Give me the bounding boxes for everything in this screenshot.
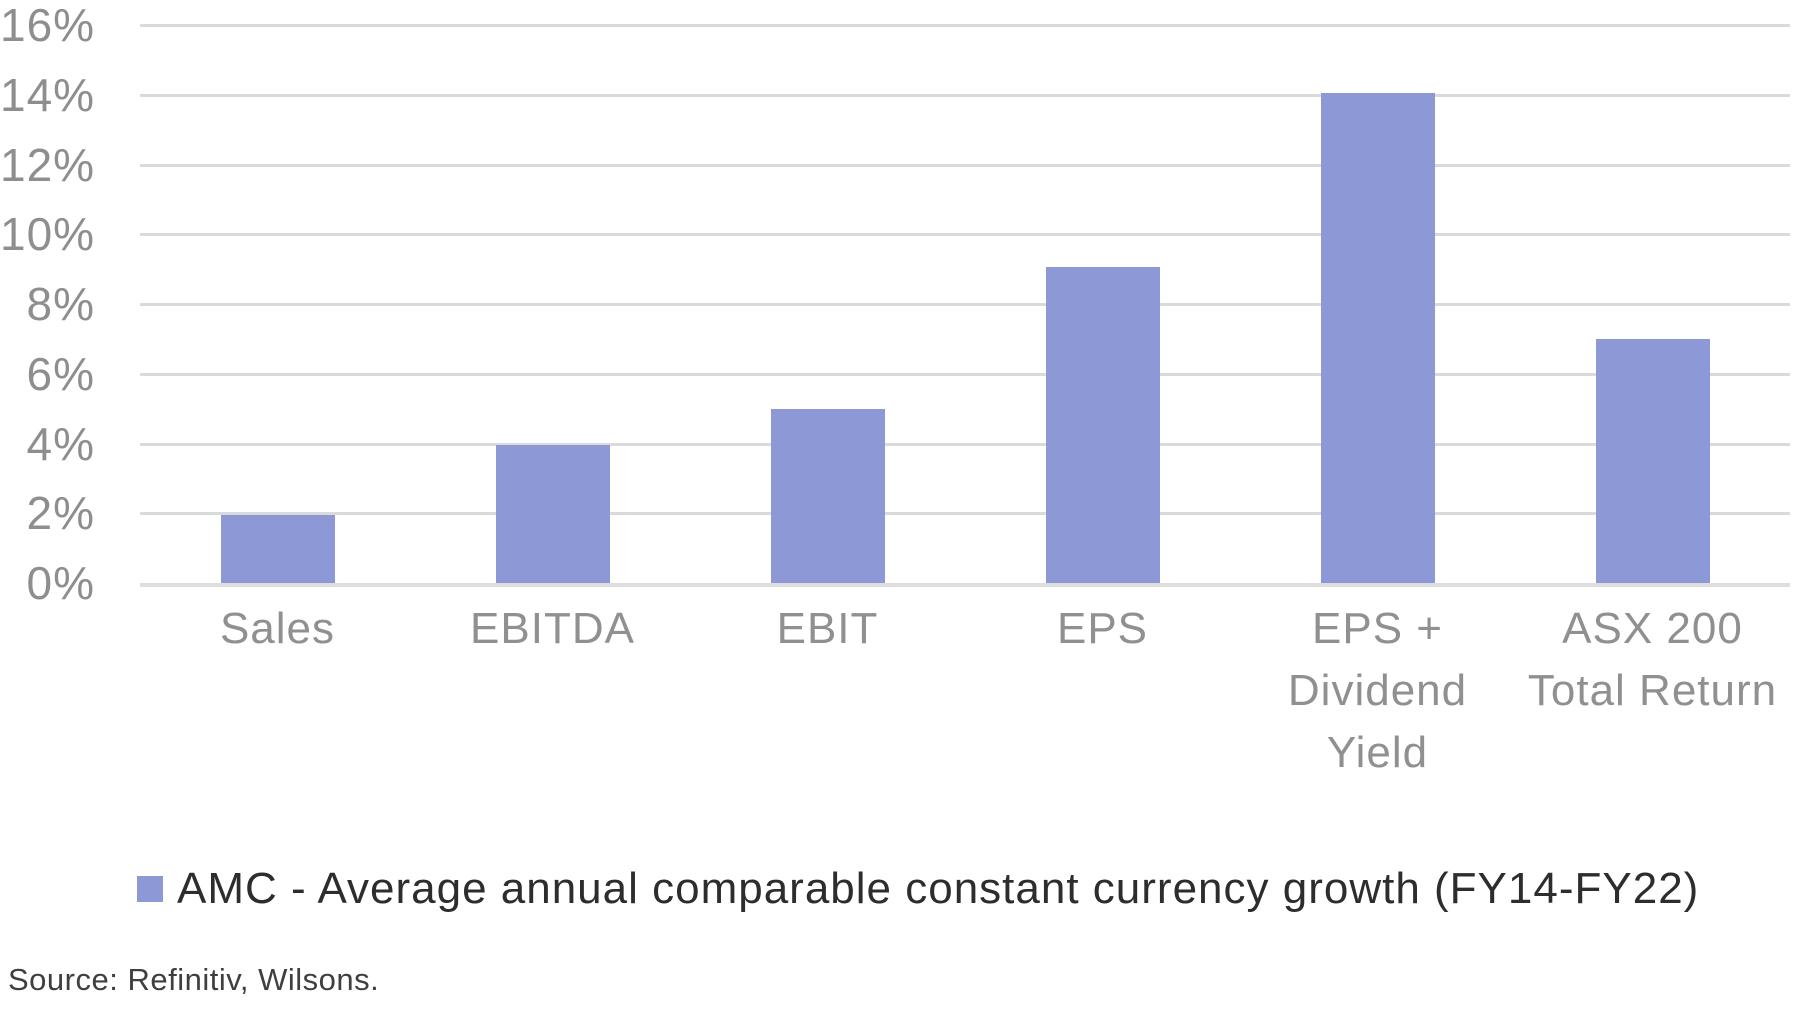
bar-ebitda — [495, 445, 610, 583]
x-axis-category-label-line: Total Return — [1527, 666, 1778, 715]
gridline — [140, 163, 1790, 167]
x-axis-category-label: EBIT — [658, 598, 998, 660]
x-axis-category-label-line: EPS + — [1312, 604, 1443, 653]
y-axis-tick-label: 2% — [26, 487, 95, 540]
bar-ebit — [770, 408, 885, 583]
bar-asx-200-total-return — [1595, 338, 1710, 583]
x-axis-category-label: EPS — [933, 598, 1273, 660]
x-axis-category-label-line: ASX 200 — [1562, 604, 1743, 653]
bar-eps-dividend-yield — [1320, 93, 1435, 583]
source-attribution: Source: Refinitiv, Wilsons. — [8, 962, 380, 997]
x-axis-category-label-line: EPS — [1056, 604, 1149, 653]
x-axis-category-label-line: EBIT — [776, 604, 879, 653]
bar-eps — [1045, 267, 1160, 583]
legend: AMC - Average annual comparable constant… — [137, 864, 1699, 914]
gridline — [140, 93, 1790, 97]
y-axis-tick-label: 6% — [26, 347, 95, 400]
legend-marker-swatch — [137, 876, 163, 902]
y-axis-tick-label: 14% — [0, 68, 96, 121]
x-axis-category-label-line: Dividend — [1287, 666, 1468, 715]
gridline — [140, 512, 1790, 516]
x-axis-category-label-line: EBITDA — [470, 604, 635, 653]
y-axis-tick-label: 10% — [0, 208, 96, 261]
y-axis-tick-label: 12% — [0, 138, 96, 191]
gridline — [140, 233, 1790, 237]
y-axis-tick-label: 8% — [26, 278, 95, 330]
y-axis-tick-label: 0% — [26, 557, 95, 609]
x-axis-line — [140, 583, 1790, 587]
gridline — [140, 24, 1790, 27]
gridline — [140, 442, 1790, 446]
x-axis-category-label: ASX 200 Total Return — [1483, 598, 1800, 722]
bar-sales — [220, 514, 335, 583]
x-axis-category-label-line: Yield — [1326, 728, 1429, 777]
y-axis-tick-label: 4% — [26, 417, 95, 470]
gridline — [140, 372, 1790, 376]
x-axis-category-label-line: Sales — [219, 604, 336, 653]
legend-series-label: AMC - Average annual comparable constant… — [177, 864, 1700, 913]
x-axis-category-label: EPS + Dividend Yield — [1208, 598, 1548, 784]
gridline — [140, 303, 1790, 306]
y-axis-tick-label: 16% — [0, 0, 96, 51]
x-axis-category-label: Sales — [108, 598, 448, 660]
x-axis-category-label: EBITDA — [383, 598, 723, 660]
